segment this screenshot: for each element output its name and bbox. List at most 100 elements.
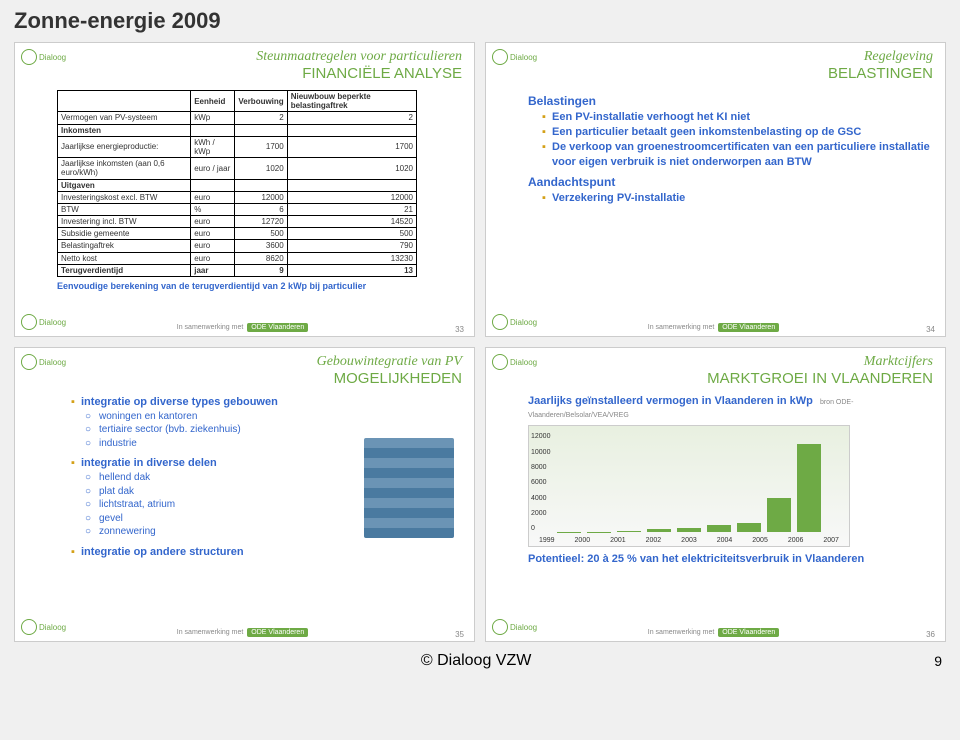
table-cell: euro: [191, 252, 235, 264]
logo-top: Dialoog: [21, 49, 66, 65]
logo-top: Dialoog: [492, 49, 537, 65]
x-tick: 2001: [610, 537, 626, 544]
table-cell: Jaarlijkse inkomsten (aan 0,6 euro/kWh): [58, 158, 191, 179]
table-cell: kWh / kWp: [191, 136, 235, 157]
chart-bar: [587, 532, 611, 533]
table-cell: Inkomsten: [58, 124, 191, 136]
x-tick: 2007: [823, 537, 839, 544]
table-cell: 1700: [287, 136, 416, 157]
x-tick: 2000: [575, 537, 591, 544]
table-cell: Belastingaftrek: [58, 240, 191, 252]
slide-footer: In samenwerking metODE Vlaanderen 35: [15, 628, 474, 641]
table-cell: Subsidie gemeente: [58, 228, 191, 240]
slide-number: 33: [455, 325, 464, 334]
bullet-item: Een PV-installatie verhoogt het KI niet: [542, 110, 931, 125]
table-cell: [235, 124, 287, 136]
ode-badge: ODE Vlaanderen: [247, 628, 308, 637]
table-cell: Uitgaven: [58, 179, 191, 191]
page-footer: © Dialoog VZW 9: [0, 642, 960, 670]
table-cell: [235, 179, 287, 191]
table-cell: Investering incl. BTW: [58, 216, 191, 228]
table-cell: BTW: [58, 203, 191, 215]
bullet-item: De verkoop van groenestroomcertificaten …: [542, 140, 931, 170]
x-tick: 2003: [681, 537, 697, 544]
table-cell: Jaarlijkse energieproductie:: [58, 136, 191, 157]
table-cell: 500: [235, 228, 287, 240]
slide-header-italic: Gebouwintegratie van PV: [15, 348, 474, 370]
x-tick: 2002: [646, 537, 662, 544]
slide-36: Dialoog Marktcijfers MARKTGROEI IN VLAAN…: [485, 347, 946, 642]
chart-bar: [767, 498, 791, 533]
slide-number: 35: [455, 630, 464, 639]
chart-bar: [677, 528, 701, 533]
slide-34: Dialoog Regelgeving BELASTINGEN Belastin…: [485, 42, 946, 337]
x-tick: 1999: [539, 537, 555, 544]
table-cell: 1700: [235, 136, 287, 157]
table-cell: 21: [287, 203, 416, 215]
table-cell: 12000: [235, 191, 287, 203]
table-cell: [287, 179, 416, 191]
slide-number: 36: [926, 630, 935, 639]
table-cell: [191, 179, 235, 191]
table-cell: 12000: [287, 191, 416, 203]
slide-header-italic: Regelgeving: [486, 43, 945, 65]
logo-top: Dialoog: [21, 354, 66, 370]
heading-aandacht: Aandachtspunt: [528, 175, 931, 189]
chart-bar: [797, 444, 821, 532]
sub-bullet-item: tertiaire sector (bvb. ziekenhuis): [85, 423, 460, 437]
slide-header-italic: Steunmaatregelen voor particulieren: [15, 43, 474, 65]
potential-text: Potentieel: 20 à 25 % van het elektricit…: [528, 553, 931, 565]
table-caption: Eenvoudige berekening van de terugverdie…: [57, 281, 460, 292]
copyright: © Dialoog VZW: [421, 652, 531, 670]
chart-bar: [737, 523, 761, 532]
table-cell: [287, 124, 416, 136]
table-cell: jaar: [191, 264, 235, 276]
slide-footer: In samenwerking metODE Vlaanderen 33: [15, 323, 474, 336]
table-cell: 3600: [235, 240, 287, 252]
table-cell: 1020: [235, 158, 287, 179]
x-tick: 2006: [788, 537, 804, 544]
chart-bar: [707, 525, 731, 532]
page-title: Zonne-energie 2009: [0, 0, 960, 38]
chart-bar: [617, 531, 641, 532]
slide-footer: In samenwerking metODE Vlaanderen 36: [486, 628, 945, 641]
x-tick: 2004: [717, 537, 733, 544]
table-cell: Investeringskost excl. BTW: [58, 191, 191, 203]
table-cell: euro: [191, 240, 235, 252]
slide-subheader: FINANCIËLE ANALYSE: [15, 65, 474, 86]
table-cell: Netto kost: [58, 252, 191, 264]
col-2: Verbouwing: [235, 91, 287, 112]
table-cell: euro: [191, 228, 235, 240]
chart-title: Jaarlijks geïnstalleerd vermogen in Vlaa…: [528, 395, 813, 407]
slide-33: Dialoog Steunmaatregelen voor particulie…: [14, 42, 475, 337]
bullet-item: Verzekering PV-installatie: [542, 191, 931, 206]
heading-belastingen: Belastingen: [528, 94, 931, 108]
table-cell: 12720: [235, 216, 287, 228]
page-number: 9: [934, 653, 942, 669]
col-1: Eenheid: [191, 91, 235, 112]
slide-subheader: BELASTINGEN: [486, 65, 945, 86]
table-cell: 2: [287, 112, 416, 124]
table-cell: Terugverdientijd: [58, 264, 191, 276]
bullet-item: integratie op andere structuren: [71, 545, 460, 560]
col-3: Nieuwbouw beperkte belastingaftrek: [287, 91, 416, 112]
table-cell: euro: [191, 216, 235, 228]
slide-number: 34: [926, 325, 935, 334]
table-cell: 9: [235, 264, 287, 276]
ode-badge: ODE Vlaanderen: [718, 323, 779, 332]
table-cell: Vermogen van PV-systeem: [58, 112, 191, 124]
financial-table: Eenheid Verbouwing Nieuwbouw beperkte be…: [57, 90, 417, 277]
market-chart: 0200040006000800010000120001999200020012…: [528, 425, 850, 547]
logo-top: Dialoog: [492, 354, 537, 370]
table-cell: 1020: [287, 158, 416, 179]
col-0: [58, 91, 191, 112]
table-cell: 14520: [287, 216, 416, 228]
building-illustration: [364, 438, 454, 538]
x-tick: 2005: [752, 537, 768, 544]
table-cell: 8620: [235, 252, 287, 264]
bullet-item: integratie op diverse types gebouwen: [71, 395, 460, 410]
ode-badge: ODE Vlaanderen: [718, 628, 779, 637]
bullet-item: Een particulier betaalt geen inkomstenbe…: [542, 125, 931, 140]
chart-bar: [647, 529, 671, 532]
slide-35: Dialoog Gebouwintegratie van PV MOGELIJK…: [14, 347, 475, 642]
